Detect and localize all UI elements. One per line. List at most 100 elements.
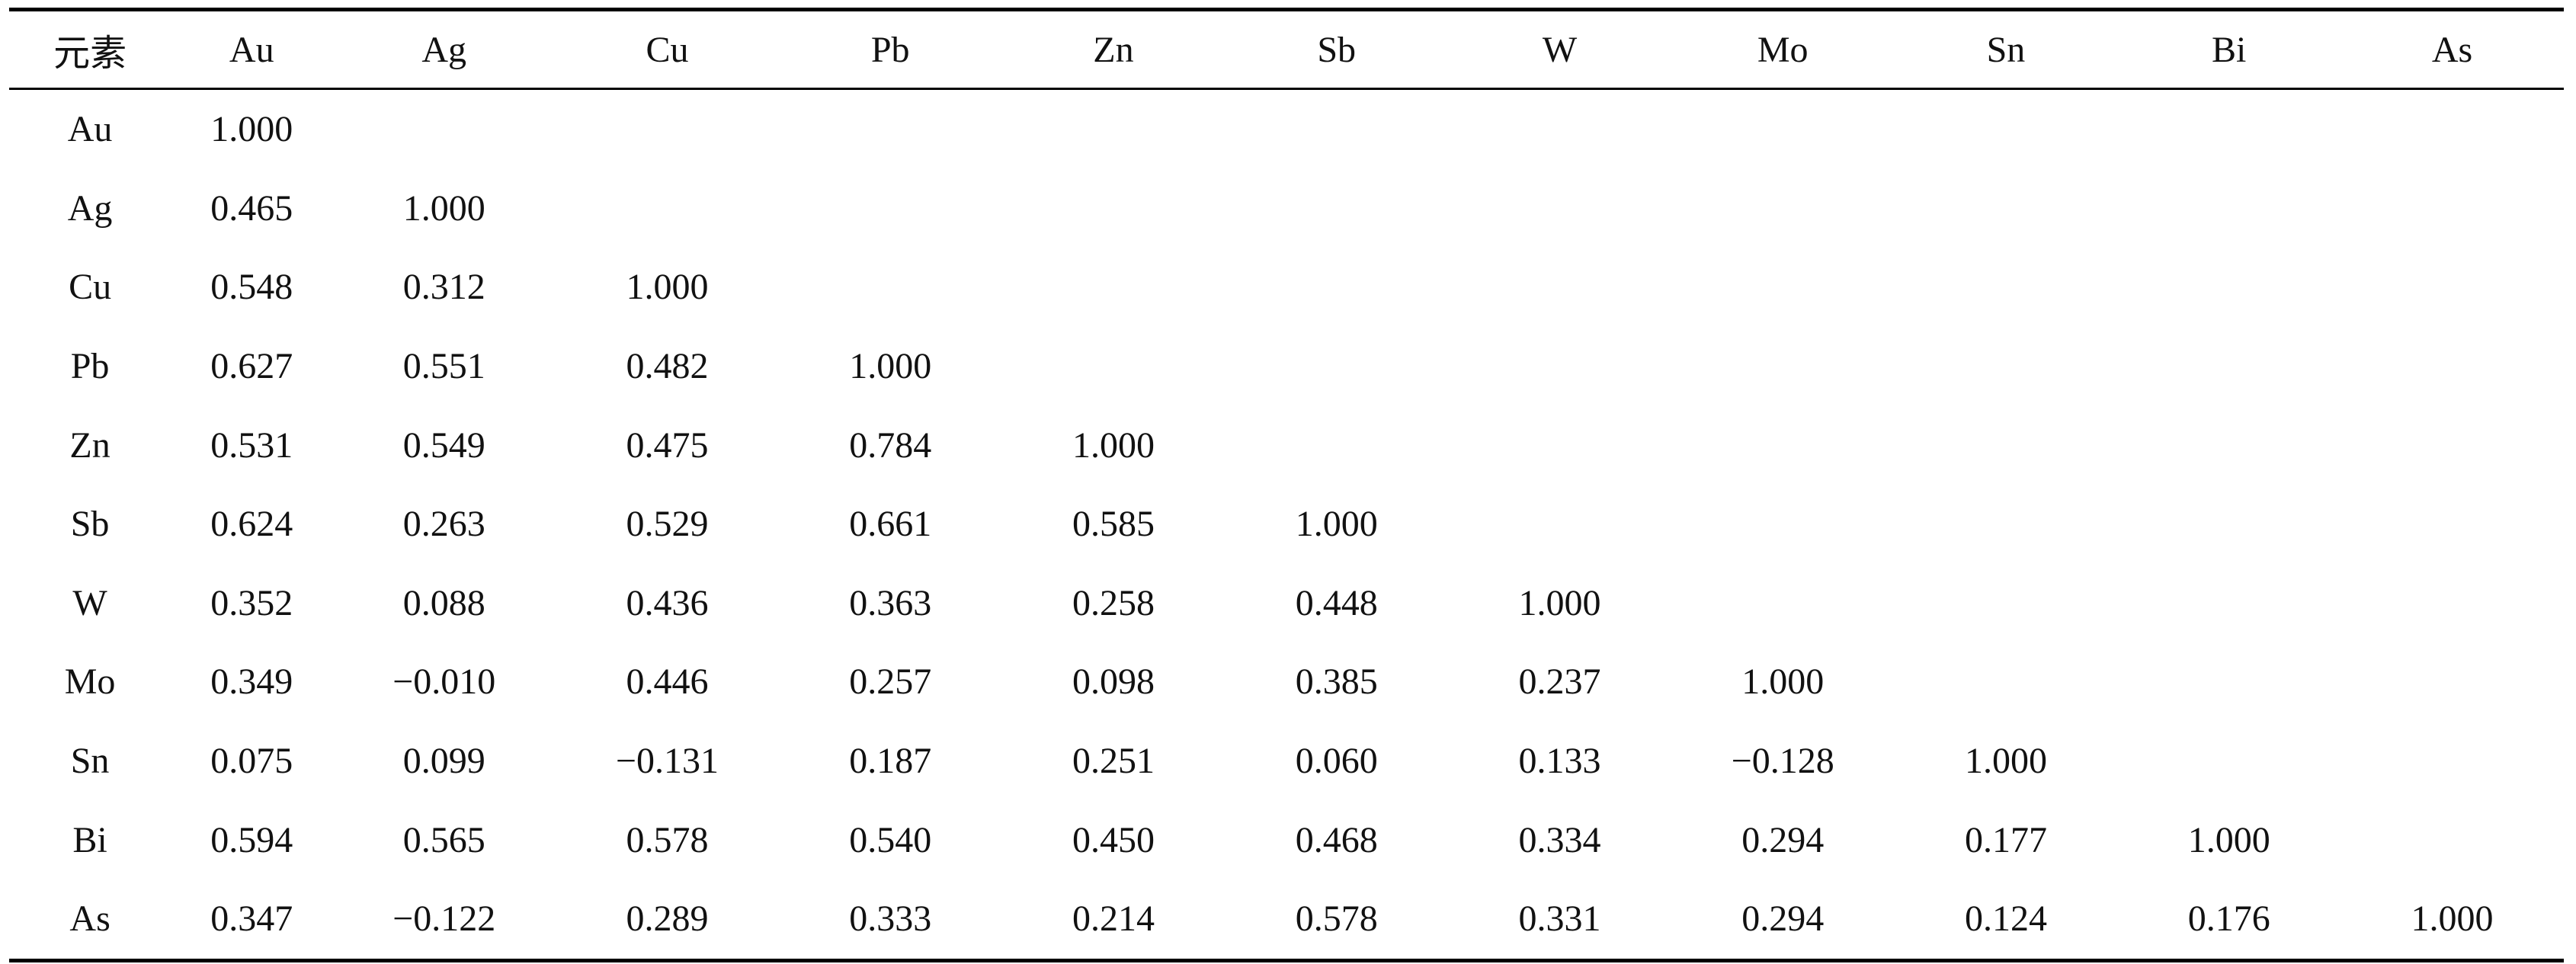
correlation-value-cell: 0.352 <box>210 582 293 623</box>
table-header-row: 元素 Au Ag Cu Pb Zn Sb W Mo Sn Bi As <box>9 9 2564 89</box>
correlation-value-cell: 0.177 <box>1964 819 2047 860</box>
correlation-value-cell: 0.289 <box>626 898 709 940</box>
row-label-cell: Sb <box>70 504 110 545</box>
correlation-value-cell: 0.594 <box>210 819 293 860</box>
correlation-value-cell <box>1671 169 1895 248</box>
correlation-value-cell: 1.000 <box>1072 424 1155 466</box>
correlation-value-cell <box>1671 89 1895 169</box>
table-row: Sn 0.075 0.099 −0.131 0.187 0.251 0.060 0.133 −0… <box>9 722 2564 801</box>
correlation-value-cell: 0.088 <box>402 582 485 623</box>
correlation-value-cell <box>2117 89 2341 169</box>
correlation-value-cell <box>2117 248 2341 327</box>
row-label-cell: Bi <box>72 819 107 860</box>
correlation-value-cell: 0.468 <box>1295 819 1378 860</box>
row-label-cell: Ag <box>67 187 113 229</box>
correlation-value-cell <box>2117 485 2341 564</box>
correlation-value-cell: 0.385 <box>1295 661 1378 703</box>
row-label-cell: Pb <box>70 346 110 387</box>
correlation-value-cell: 0.548 <box>210 267 293 308</box>
table-row: Zn 0.531 0.549 0.475 0.784 1.000 <box>9 405 2564 485</box>
correlation-value-cell <box>1225 248 1448 327</box>
correlation-value-cell <box>779 169 1002 248</box>
correlation-value-cell <box>1448 405 1671 485</box>
header-cell-bi: Bi <box>2212 29 2247 70</box>
correlation-value-cell <box>1895 327 2118 406</box>
correlation-value-cell: 1.000 <box>2411 898 2494 940</box>
correlation-value-cell: 0.565 <box>402 819 485 860</box>
correlation-value-cell <box>2117 642 2341 722</box>
correlation-value-cell: 0.551 <box>402 346 485 387</box>
header-cell-sb: Sb <box>1317 29 1357 70</box>
row-label-cell: Zn <box>69 424 111 466</box>
correlation-value-cell: 1.000 <box>626 267 709 308</box>
correlation-value-cell <box>779 248 1002 327</box>
header-cell-zn: Zn <box>1093 29 1134 70</box>
correlation-value-cell <box>332 89 556 169</box>
table-row: Pb 0.627 0.551 0.482 1.000 <box>9 327 2564 406</box>
correlation-value-cell: 0.098 <box>1072 661 1155 703</box>
correlation-value-cell: 1.000 <box>402 187 485 229</box>
header-cell-pb: Pb <box>870 29 910 70</box>
correlation-value-cell: 0.263 <box>402 504 485 545</box>
row-label-cell: Sn <box>70 741 110 782</box>
row-label-cell: As <box>69 898 111 940</box>
correlation-value-cell <box>1002 248 1226 327</box>
correlation-value-cell <box>1895 89 2118 169</box>
correlation-value-cell <box>1448 89 1671 169</box>
correlation-value-cell: 1.000 <box>2187 819 2270 860</box>
correlation-value-cell: 0.331 <box>1518 898 1601 940</box>
header-cell-ag: Ag <box>421 29 467 70</box>
correlation-value-cell: 0.294 <box>1741 898 1825 940</box>
correlation-value-cell: 0.334 <box>1518 819 1601 860</box>
correlation-value-cell <box>1448 248 1671 327</box>
table-row: Sb 0.624 0.263 0.529 0.661 0.585 1.000 <box>9 485 2564 564</box>
correlation-value-cell: 0.333 <box>849 898 932 940</box>
correlation-value-cell: 0.347 <box>210 898 293 940</box>
correlation-value-cell: 0.540 <box>849 819 932 860</box>
table-body: Au 1.000 Ag 0.465 1.000 Cu 0.548 0.312 1.000 Pb 0.… <box>9 89 2564 961</box>
correlation-value-cell <box>2341 564 2564 643</box>
correlation-value-cell: 0.448 <box>1295 582 1378 623</box>
correlation-value-cell <box>1671 485 1895 564</box>
correlation-value-cell: 0.294 <box>1741 819 1825 860</box>
header-cell-cu: Cu <box>646 29 689 70</box>
correlation-value-cell: 0.465 <box>210 187 293 229</box>
correlation-value-cell <box>2117 564 2341 643</box>
correlation-value-cell <box>2341 248 2564 327</box>
table-row: Bi 0.594 0.565 0.578 0.540 0.450 0.468 0.334 0.2… <box>9 800 2564 879</box>
correlation-value-cell <box>2341 800 2564 879</box>
correlation-value-cell <box>1002 169 1226 248</box>
correlation-value-cell <box>2117 169 2341 248</box>
header-element-label: 元素 <box>53 34 127 74</box>
correlation-value-cell <box>2117 405 2341 485</box>
correlation-value-cell <box>1225 89 1448 169</box>
correlation-value-cell: 0.627 <box>210 346 293 387</box>
correlation-value-cell <box>1002 89 1226 169</box>
correlation-value-cell: 1.000 <box>1741 661 1825 703</box>
correlation-value-cell: 1.000 <box>1518 582 1601 623</box>
correlation-value-cell <box>556 169 779 248</box>
correlation-value-cell <box>1448 327 1671 406</box>
correlation-value-cell: −0.122 <box>392 898 496 940</box>
row-label-cell: Mo <box>64 661 116 703</box>
correlation-value-cell: 0.258 <box>1072 582 1155 623</box>
correlation-value-cell <box>1895 642 2118 722</box>
correlation-value-cell: 0.363 <box>849 582 932 623</box>
header-cell-mo: Mo <box>1757 29 1809 70</box>
table-row: As 0.347 −0.122 0.289 0.333 0.214 0.578 0.331 0.… <box>9 879 2564 961</box>
correlation-value-cell <box>2341 485 2564 564</box>
correlation-value-cell <box>556 89 779 169</box>
correlation-value-cell: 0.578 <box>1295 898 1378 940</box>
correlation-value-cell: 0.237 <box>1518 661 1601 703</box>
correlation-value-cell: 0.784 <box>849 424 932 466</box>
correlation-value-cell <box>2341 169 2564 248</box>
correlation-value-cell: 1.000 <box>210 109 293 150</box>
correlation-value-cell: −0.128 <box>1731 741 1834 782</box>
row-label-cell: Cu <box>69 267 112 308</box>
correlation-value-cell: 1.000 <box>1964 741 2047 782</box>
correlation-value-cell: 0.585 <box>1072 504 1155 545</box>
row-label-cell: Au <box>67 109 113 150</box>
correlation-value-cell <box>1895 248 2118 327</box>
correlation-value-cell <box>2341 722 2564 801</box>
correlation-value-cell <box>1225 405 1448 485</box>
